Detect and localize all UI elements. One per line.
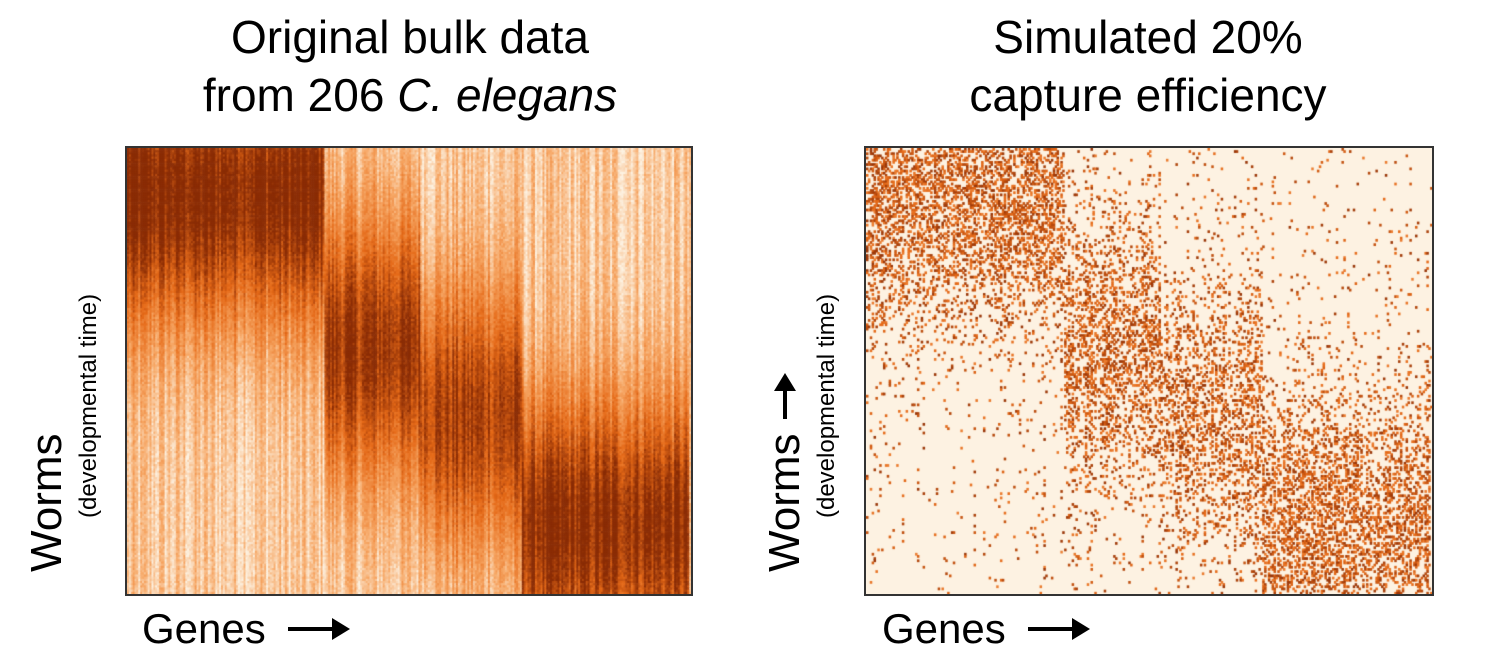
right-y-axis-text: Worms bbox=[760, 433, 809, 572]
right-title-line2: capture efficiency bbox=[969, 69, 1327, 121]
right-panel-title: Simulated 20% capture efficiency bbox=[868, 8, 1428, 124]
right-heatmap-canvas bbox=[866, 148, 1432, 594]
left-heatmap bbox=[125, 146, 693, 596]
left-x-arrow-icon bbox=[287, 618, 350, 640]
right-x-arrow-icon bbox=[1027, 618, 1090, 640]
right-y-axis-sublabel: (developmental time) bbox=[812, 294, 842, 518]
left-y-axis-label: Worms bbox=[22, 433, 72, 572]
left-panel-title: Original bulk data from 206 C. elegans bbox=[130, 8, 690, 124]
right-y-axis-subtext: (developmental time) bbox=[813, 293, 840, 518]
left-y-axis-sublabel: (developmental time) bbox=[74, 294, 104, 518]
right-heatmap bbox=[864, 146, 1434, 596]
left-title-line2-prefix: from 206 bbox=[202, 69, 398, 121]
left-y-axis-subtext: (developmental time) bbox=[75, 293, 102, 518]
left-title-species: C. elegans bbox=[397, 69, 618, 121]
right-title-line1: Simulated 20% bbox=[993, 11, 1303, 63]
left-title-line1: Original bulk data bbox=[231, 11, 589, 63]
left-title-line2: from 206 C. elegans bbox=[130, 66, 690, 124]
left-heatmap-canvas bbox=[127, 148, 691, 594]
right-x-axis-text: Genes bbox=[882, 605, 1006, 652]
right-y-axis-label: Worms bbox=[760, 383, 810, 572]
left-x-axis-label: Genes bbox=[142, 604, 350, 654]
left-x-axis-text: Genes bbox=[142, 605, 266, 652]
right-x-axis-label: Genes bbox=[882, 604, 1090, 654]
right-y-arrow-icon bbox=[783, 383, 787, 420]
left-y-axis-text: Worms bbox=[22, 433, 71, 572]
